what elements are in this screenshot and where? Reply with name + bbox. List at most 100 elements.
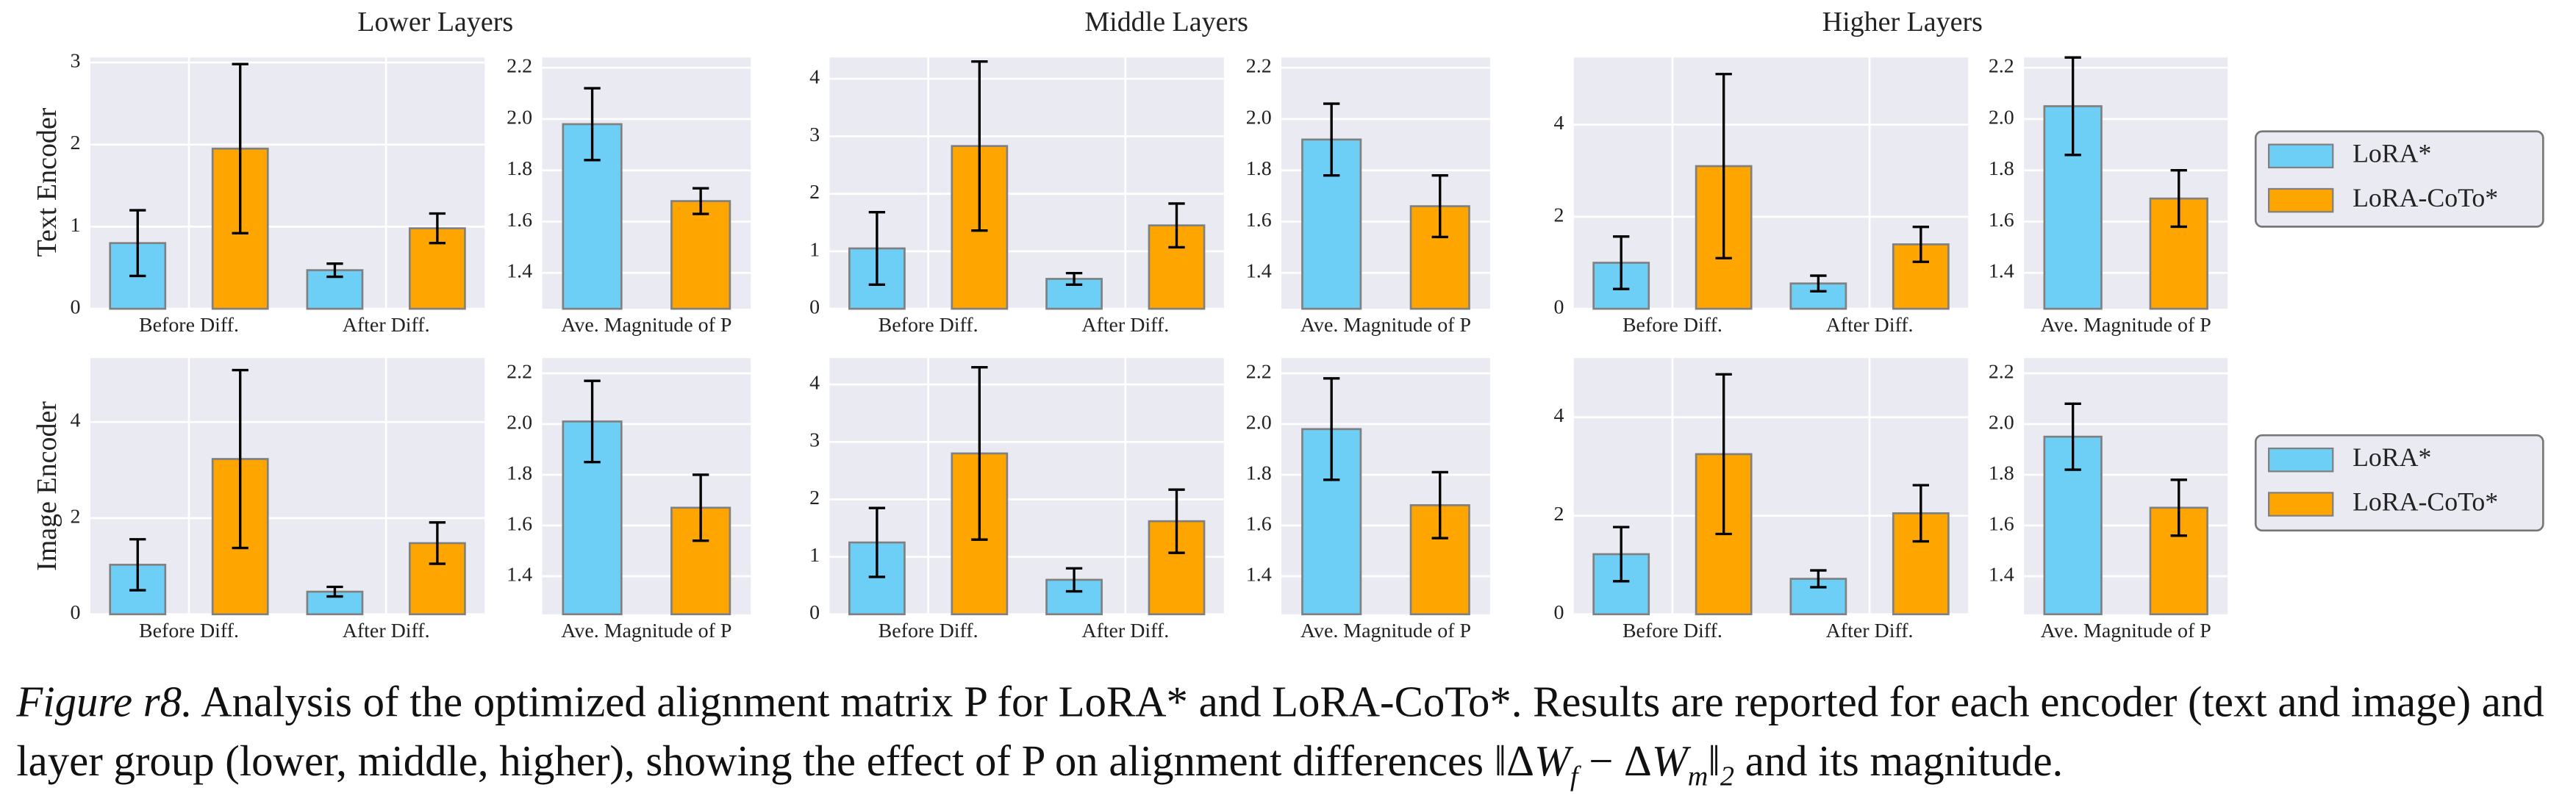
y-tick-label: 1.4 [1989,563,2014,586]
column-title: Higher Layers [1822,7,1983,37]
error-bar [1065,271,1083,286]
x-tick-label: After Diff. [1826,620,1914,642]
error-bar [1168,488,1185,554]
y-tick-label: 2.2 [1246,360,1272,383]
chart: Lower Layers Middle Layers Higher Layers… [32,7,2544,642]
y-tick-label: 1.8 [507,157,532,180]
y-tick-label: 0 [1553,296,1564,319]
legend-swatch [2268,187,2334,213]
y-tick-label: 1.6 [507,209,532,232]
y-tick-label: 4 [809,372,820,395]
error-bar [1613,526,1630,583]
math-part: − Δ [1578,737,1652,786]
y-tick-label: 2.2 [1246,55,1272,78]
math-part: f [1570,761,1578,792]
error-bar [1912,225,1929,263]
column-title: Lower Layers [357,7,513,37]
y-tick-label: 2 [71,505,81,528]
math-part: ‖ [1708,737,1720,786]
y-tick-label: 1.8 [1246,157,1272,180]
y-tick-label: 1.8 [1989,157,2014,180]
error-bar [971,60,988,232]
y-tick-label: 1.6 [1989,512,2014,535]
error-bar [1168,202,1185,249]
y-tick-label: 2.0 [1989,411,2014,434]
x-tick-label: Ave. Magnitude of P [1300,620,1471,642]
y-tick-label: 4 [809,66,820,89]
caption-text: Analysis of the optimized alignment matr… [16,678,2544,786]
row-label: Text Encoder [32,107,62,257]
caption-label: Figure r8. [16,678,193,726]
x-tick-label: Before Diff. [1622,314,1722,337]
error-bar [326,262,343,279]
y-tick-label: 1.4 [1246,260,1272,283]
y-tick-label: 2.0 [1246,411,1272,434]
error-bar [868,211,886,286]
legend-label: LoRA-CoTo* [2353,183,2498,212]
error-bar [2064,56,2081,157]
y-tick-label: 2.0 [1989,106,2014,129]
math-part: W [1651,737,1688,786]
y-tick-label: 2 [809,181,820,204]
x-tick-label: After Diff. [1081,620,1169,642]
caption-text: and its magnitude. [1745,737,2064,786]
error-bar [2170,478,2187,537]
x-tick-label: Before Diff. [879,620,978,642]
error-bar [1613,235,1630,290]
y-tick-label: 2.0 [507,411,532,434]
error-bar [129,209,146,278]
error-bar [2170,169,2187,229]
y-tick-label: 2 [71,132,81,154]
x-tick-label: Ave. Magnitude of P [561,620,731,642]
y-tick-label: 1.4 [1989,260,2014,283]
math-part: W [1534,737,1570,786]
y-tick-label: 1.8 [1989,462,2014,484]
error-bar [584,87,601,162]
legend-swatch [2268,143,2334,169]
error-bar [429,521,446,565]
y-tick-label: 2.2 [507,360,532,383]
math-part: ‖Δ [1494,737,1534,786]
y-tick-label: 3 [809,123,820,146]
y-tick-label: 3 [809,429,820,452]
x-tick-label: Ave. Magnitude of P [561,314,731,337]
error-bar [129,538,146,592]
x-tick-label: After Diff. [343,314,430,337]
x-tick-label: Before Diff. [139,314,239,337]
y-tick-label: 1.4 [507,563,532,586]
row-label: Image Encoder [32,401,62,571]
y-tick-label: 1.4 [1246,563,1272,586]
error-bar [1912,484,1929,543]
x-tick-label: After Diff. [343,620,430,642]
legend-label: LoRA* [2353,442,2431,472]
error-bar [232,368,248,550]
error-bar [1323,102,1340,177]
legend-label: LoRA* [2353,138,2431,168]
x-tick-label: Ave. Magnitude of P [2041,314,2211,337]
error-bar [1810,569,1827,589]
y-tick-label: 1 [809,238,820,261]
error-bar [584,379,601,464]
error-bar [232,62,248,235]
error-bar [868,506,886,578]
error-bar [1431,470,1448,539]
y-tick-label: 3 [71,49,81,72]
y-tick-label: 0 [1553,601,1564,624]
error-bar [1431,174,1448,239]
legend-swatch [2268,492,2334,517]
y-tick-label: 1.6 [1989,209,2014,232]
y-tick-label: 1.6 [1246,512,1272,535]
error-bar [326,585,343,598]
error-bar [692,187,709,215]
y-tick-label: 1.6 [507,512,532,535]
y-tick-label: 2 [1553,204,1564,226]
y-tick-label: 0 [809,601,820,624]
y-tick-label: 2.2 [1989,360,2014,383]
legend-swatch [2268,447,2334,473]
column-title: Middle Layers [1084,7,1248,37]
y-tick-label: 0 [71,601,81,624]
error-bar [1065,567,1083,593]
y-tick-label: 0 [809,296,820,319]
x-tick-label: Ave. Magnitude of P [1300,314,1471,337]
